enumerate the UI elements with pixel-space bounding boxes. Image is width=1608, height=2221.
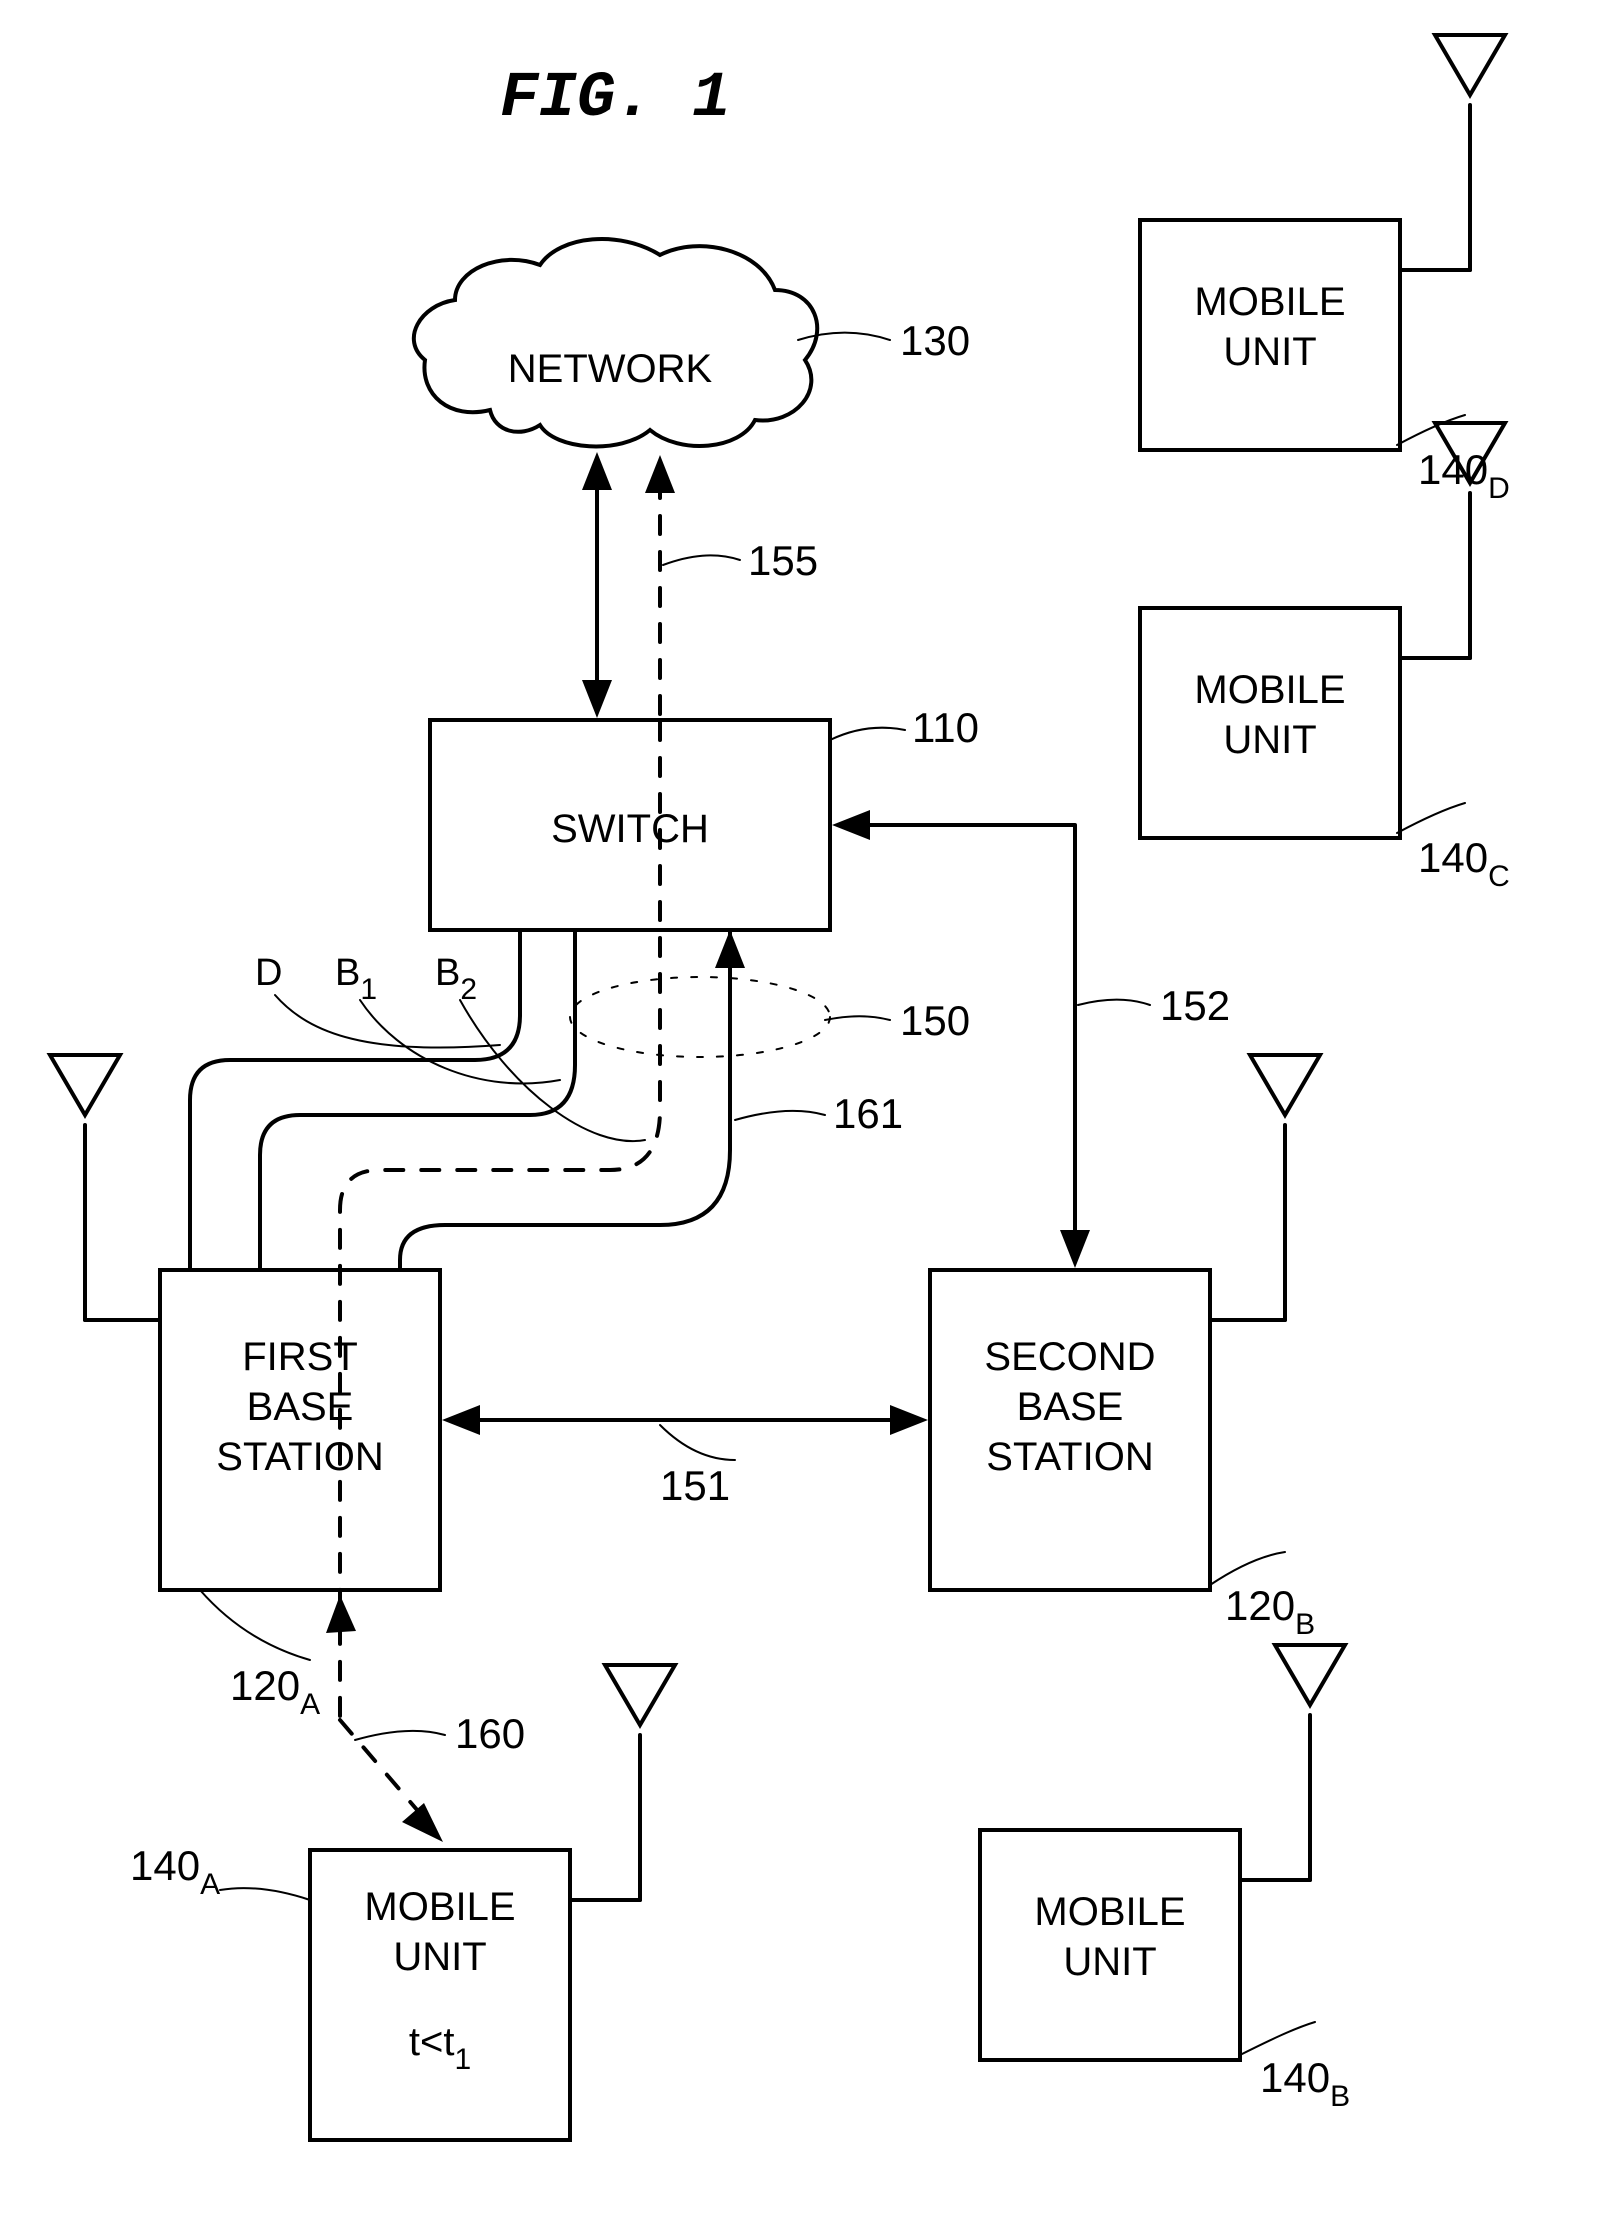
base-a-l2: BASE xyxy=(247,1385,354,1429)
base-station-a: FIRST BASE STATION xyxy=(50,1055,440,1590)
base-b-l2: BASE xyxy=(1017,1385,1124,1429)
leader-B1 xyxy=(360,1000,560,1083)
ref-120b: 120B xyxy=(1225,1582,1315,1641)
group-ellipse-150 xyxy=(570,977,830,1057)
ref-140d: 140D xyxy=(1418,446,1510,505)
leader-120b xyxy=(1210,1552,1285,1585)
edge-160 xyxy=(326,1595,443,1842)
mobile-unit-b: MOBILE UNIT xyxy=(980,1645,1345,2060)
leader-155 xyxy=(663,555,740,565)
leader-140c xyxy=(1397,803,1465,833)
label-B1: B1 xyxy=(335,952,377,1006)
ref-161: 161 xyxy=(833,1090,903,1137)
mobile-d-l2: UNIT xyxy=(1223,330,1316,374)
ref-120a: 120A xyxy=(230,1662,320,1721)
ref-151: 151 xyxy=(660,1462,730,1509)
switch-box: SWITCH xyxy=(430,720,830,930)
label-B2: B2 xyxy=(435,952,477,1006)
ref-155: 155 xyxy=(748,537,818,584)
edge-151 xyxy=(442,1405,928,1435)
leader-140a xyxy=(220,1888,310,1900)
ref-150: 150 xyxy=(900,997,970,1044)
edge-net-switch-dashed xyxy=(645,455,675,718)
network-cloud: NETWORK xyxy=(414,239,817,446)
figure-title: FIG. 1 xyxy=(500,63,730,135)
base-a-l3: STATION xyxy=(216,1435,383,1479)
ref-140a: 140A xyxy=(130,1842,220,1901)
leader-151 xyxy=(660,1425,735,1460)
mobile-c-l1: MOBILE xyxy=(1194,668,1345,712)
ref-160: 160 xyxy=(455,1710,525,1757)
mobile-c-l2: UNIT xyxy=(1223,718,1316,762)
mobile-a-l2: UNIT xyxy=(393,1935,486,1979)
mobile-d-l1: MOBILE xyxy=(1194,280,1345,324)
ref-140c: 140C xyxy=(1418,834,1510,893)
ref-130: 130 xyxy=(900,317,970,364)
switch-label: SWITCH xyxy=(551,807,709,851)
ref-140b: 140B xyxy=(1260,2054,1350,2113)
ref-152: 152 xyxy=(1160,982,1230,1029)
edge-B1 xyxy=(260,930,575,1270)
network-label: NETWORK xyxy=(508,347,713,391)
mobile-a-l1: MOBILE xyxy=(364,1885,515,1929)
edge-net-switch-solid xyxy=(582,452,612,718)
leader-140b xyxy=(1240,2022,1315,2055)
leader-150 xyxy=(825,1016,890,1020)
leader-161 xyxy=(735,1111,825,1120)
leader-110 xyxy=(830,728,905,740)
mobile-b-l1: MOBILE xyxy=(1034,1890,1185,1934)
base-b-l3: STATION xyxy=(986,1435,1153,1479)
leader-152 xyxy=(1078,1000,1150,1005)
leader-B2 xyxy=(460,1000,645,1141)
base-station-b: SECOND BASE STATION xyxy=(930,1055,1320,1590)
mobile-unit-d: MOBILE UNIT xyxy=(1140,35,1505,450)
label-D: D xyxy=(255,952,282,994)
base-b-l1: SECOND xyxy=(984,1335,1155,1379)
leader-160 xyxy=(355,1731,445,1740)
leader-120a xyxy=(200,1590,310,1660)
mobile-b-l2: UNIT xyxy=(1063,1940,1156,1984)
ref-110: 110 xyxy=(912,704,979,751)
